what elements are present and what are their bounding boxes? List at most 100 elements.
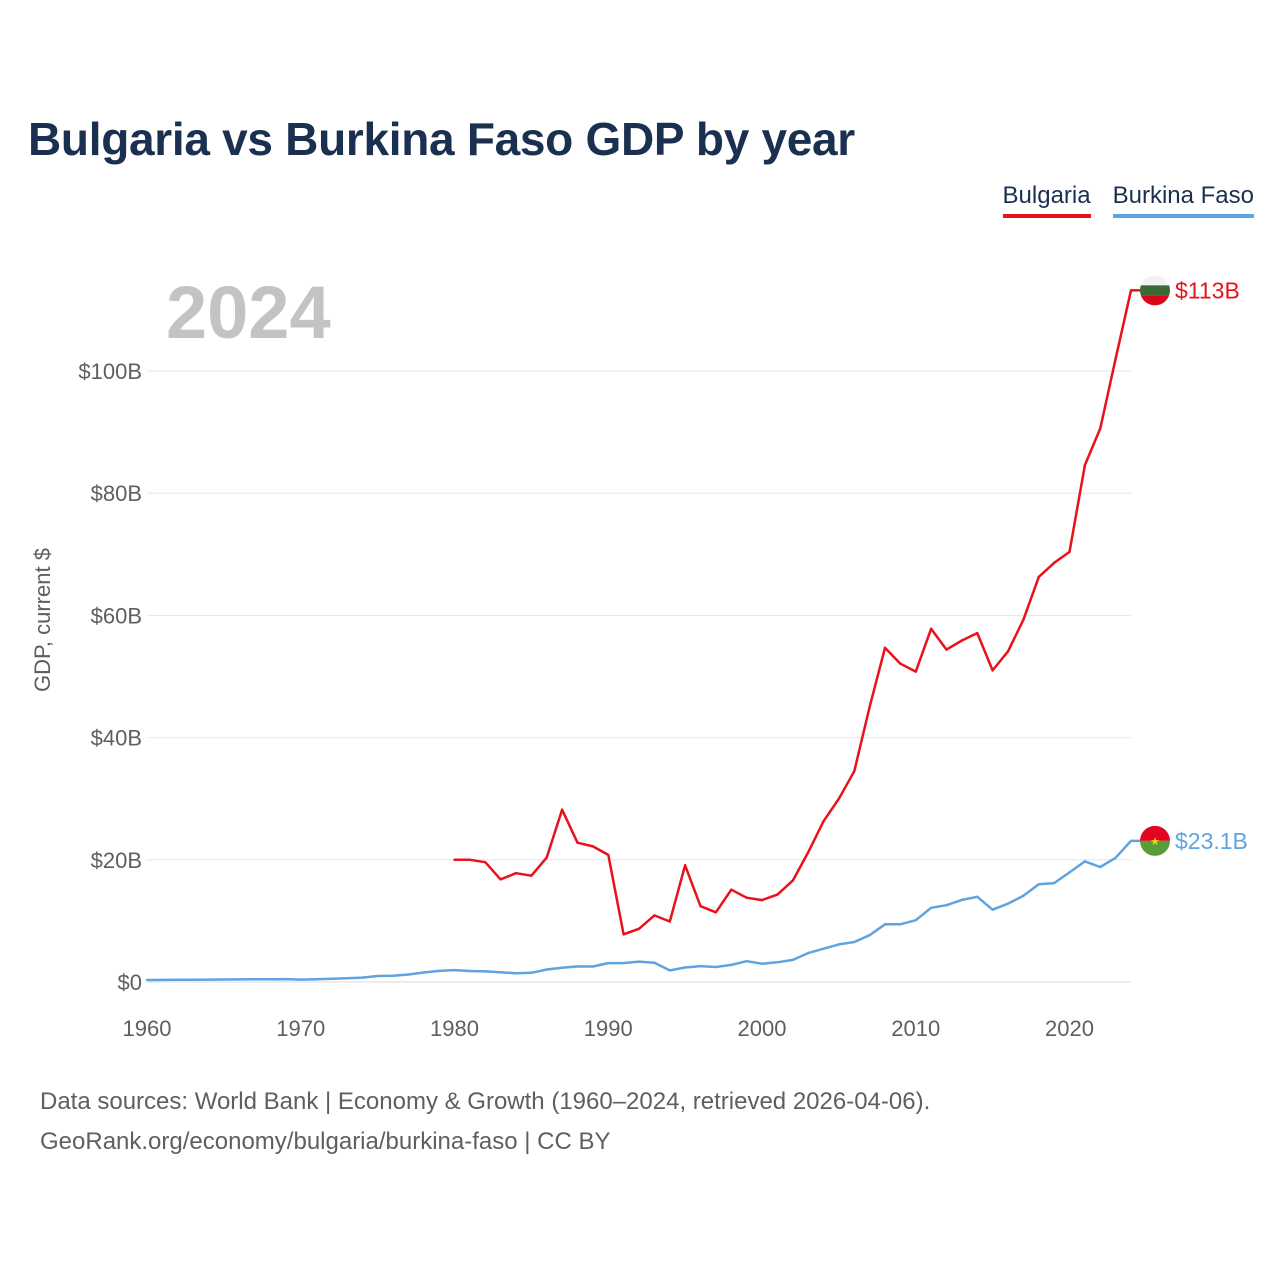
gdp-line-chart: $0 $20B $40B $60B $80B $100B 1960 1970 1980 1990… xyxy=(30,271,1248,1041)
y-tick-label: $40B xyxy=(91,726,142,751)
data-point-burkina-faso xyxy=(622,961,625,965)
data-point-bulgaria xyxy=(637,927,641,931)
x-tick-label: 1980 xyxy=(430,1016,479,1041)
data-point-bulgaria xyxy=(560,808,564,811)
data-point-burkina-faso xyxy=(976,895,979,899)
series-line-burkina-faso xyxy=(146,840,1132,982)
data-point-bulgaria xyxy=(499,878,502,881)
data-point-bulgaria xyxy=(607,853,610,857)
data-point-burkina-faso xyxy=(945,903,948,907)
data-point-burkina-faso xyxy=(238,978,241,981)
data-point-bulgaria xyxy=(991,669,994,672)
y-tick-label: $0 xyxy=(118,970,142,995)
data-point-burkina-faso xyxy=(530,971,533,974)
data-point-burkina-faso xyxy=(484,970,487,973)
y-axis-label: GDP, current $ xyxy=(30,548,55,692)
data-point-bulgaria xyxy=(945,648,948,651)
data-point-burkina-faso xyxy=(929,906,933,909)
data-point-burkina-faso xyxy=(668,969,671,972)
data-point-burkina-faso xyxy=(591,965,595,968)
data-sources-text: Data sources: World Bank | Economy & Gro… xyxy=(40,1088,931,1115)
data-point-burkina-faso xyxy=(699,964,702,968)
data-point-burkina-faso xyxy=(514,972,518,975)
legend-item-bulgaria[interactable]: Bulgaria xyxy=(1002,182,1091,218)
data-point-burkina-faso xyxy=(1052,881,1056,885)
data-point-burkina-faso xyxy=(145,978,149,982)
data-point-burkina-faso xyxy=(560,966,564,970)
data-point-bulgaria xyxy=(760,898,764,902)
data-point-bulgaria xyxy=(514,872,518,875)
data-point-burkina-faso xyxy=(422,971,425,974)
data-point-bulgaria xyxy=(1022,618,1025,621)
data-point-burkina-faso xyxy=(453,968,456,972)
data-point-burkina-faso xyxy=(222,978,226,981)
x-tick-label: 2000 xyxy=(738,1016,787,1041)
data-point-burkina-faso xyxy=(330,977,333,980)
data-point-bulgaria xyxy=(899,662,902,665)
data-point-bulgaria xyxy=(668,920,671,923)
data-point-burkina-faso xyxy=(468,969,472,973)
data-point-bulgaria xyxy=(576,841,579,844)
data-point-bulgaria xyxy=(591,845,595,848)
data-point-bulgaria xyxy=(837,797,841,800)
data-point-bulgaria xyxy=(1006,650,1010,653)
y-tick-label: $80B xyxy=(91,481,142,506)
data-point-burkina-faso xyxy=(207,978,210,981)
y-tick-label: $60B xyxy=(91,603,142,628)
data-point-bulgaria xyxy=(545,856,548,859)
data-point-burkina-faso xyxy=(760,962,764,965)
data-point-burkina-faso xyxy=(653,961,656,964)
data-point-burkina-faso xyxy=(730,963,733,967)
data-point-bulgaria xyxy=(530,874,533,877)
data-point-burkina-faso xyxy=(284,977,287,981)
data-point-burkina-faso xyxy=(1083,860,1087,863)
data-point-burkina-faso xyxy=(576,965,579,968)
svg-text:★: ★ xyxy=(1150,835,1160,848)
x-tick-label: 2020 xyxy=(1045,1016,1094,1041)
data-point-burkina-faso xyxy=(407,973,410,976)
chart-title: Bulgaria vs Burkina Faso GDP by year xyxy=(28,113,855,165)
data-point-burkina-faso xyxy=(883,923,887,926)
data-point-burkina-faso xyxy=(268,977,272,981)
data-point-burkina-faso xyxy=(837,943,841,946)
data-point-bulgaria xyxy=(976,631,979,635)
data-point-burkina-faso xyxy=(376,974,379,978)
data-point-burkina-faso xyxy=(899,923,902,926)
legend-item-burkina-faso[interactable]: Burkina Faso xyxy=(1112,182,1254,218)
data-point-bulgaria xyxy=(683,864,687,867)
data-point-burkina-faso xyxy=(361,976,364,979)
x-tick-label: 2010 xyxy=(891,1016,940,1041)
data-point-burkina-faso xyxy=(345,976,349,980)
series-line-bulgaria xyxy=(454,290,1133,936)
y-tick-label: $20B xyxy=(91,848,142,873)
data-point-burkina-faso xyxy=(437,969,441,973)
data-point-burkina-faso xyxy=(853,940,856,944)
data-point-burkina-faso xyxy=(868,933,871,937)
data-point-bulgaria xyxy=(484,861,487,864)
data-point-burkina-faso xyxy=(822,947,825,950)
source-link[interactable]: GeoRank.org/economy/bulgaria/burkina-fas… xyxy=(40,1128,611,1155)
data-point-burkina-faso xyxy=(960,898,964,902)
data-point-bulgaria xyxy=(1114,357,1117,360)
x-tick-label: 1990 xyxy=(584,1016,633,1041)
data-point-burkina-faso xyxy=(314,978,318,981)
end-value-label-bulgaria: $113B xyxy=(1175,277,1240,303)
data-point-burkina-faso xyxy=(1114,856,1117,860)
data-point-bulgaria xyxy=(914,670,917,673)
data-point-bulgaria xyxy=(1037,575,1040,579)
data-point-bulgaria xyxy=(453,858,456,861)
data-point-bulgaria xyxy=(929,627,933,631)
data-point-bulgaria xyxy=(776,893,779,896)
x-tick-label: 1970 xyxy=(276,1016,325,1041)
data-point-bulgaria xyxy=(853,770,856,773)
flag-burkina-faso-icon: ★ xyxy=(1140,825,1170,856)
data-point-bulgaria xyxy=(1052,561,1056,565)
data-point-bulgaria xyxy=(468,858,472,861)
data-point-burkina-faso xyxy=(914,919,917,922)
data-point-bulgaria xyxy=(1083,463,1087,467)
data-point-burkina-faso xyxy=(176,978,179,982)
data-point-burkina-faso xyxy=(499,971,502,974)
data-point-burkina-faso xyxy=(253,978,256,981)
data-point-bulgaria xyxy=(806,851,810,854)
data-point-burkina-faso xyxy=(991,908,994,911)
